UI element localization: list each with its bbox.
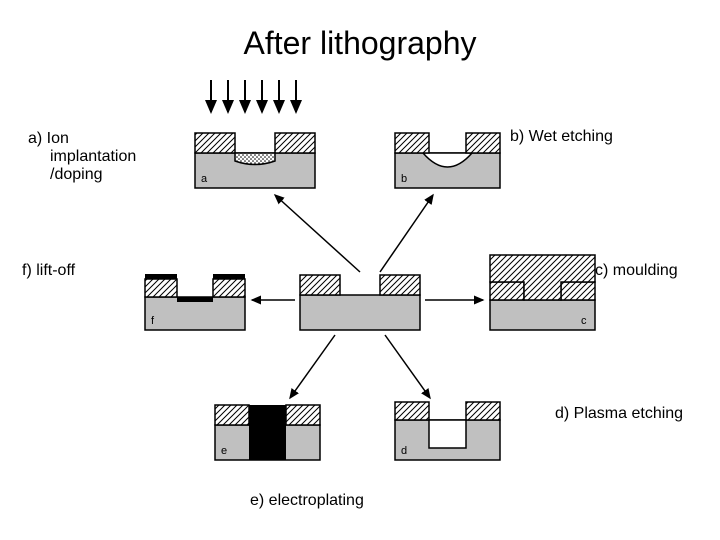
svg-text:e: e (221, 445, 227, 457)
svg-text:b: b (401, 173, 407, 185)
svg-text:a: a (201, 173, 208, 185)
svg-text:d: d (401, 445, 407, 457)
svg-text:c: c (581, 315, 587, 327)
diagram-canvas: abcdef (0, 0, 720, 540)
